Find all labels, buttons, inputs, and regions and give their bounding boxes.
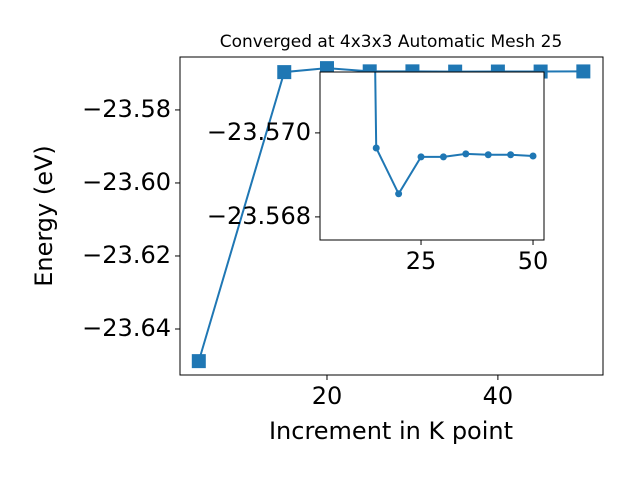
data-point [372,144,380,152]
data-point [439,153,447,161]
data-point [462,150,470,158]
data-point [484,151,492,159]
x-tick-label: 25 [406,247,437,275]
plot-layer [372,72,537,198]
data-point [576,64,591,79]
y-tick-label: −23.62 [82,241,171,269]
y-tick-label: −23.64 [82,314,171,342]
data-point [191,354,206,369]
data-point [417,153,425,161]
y-tick-label: −23.568 [207,202,311,230]
y-tick-label: −23.60 [82,168,171,196]
x-tick-label: 20 [312,382,343,410]
y-tick-label: −23.570 [207,118,311,146]
y-axis-label: Energy (eV) [30,145,58,287]
plot-frame [319,71,545,241]
data-point [507,151,515,159]
chart-title: Converged at 4x3x3 Automatic Mesh 25 [220,32,563,52]
y-tick-label: −23.58 [82,95,171,123]
plot-frame [179,56,604,376]
x-tick-label: 40 [483,382,514,410]
x-axis-label: Increment in K point [269,417,513,445]
data-point [277,65,292,80]
data-point [395,190,403,198]
data-point [529,152,537,160]
x-tick-label: 50 [518,247,549,275]
